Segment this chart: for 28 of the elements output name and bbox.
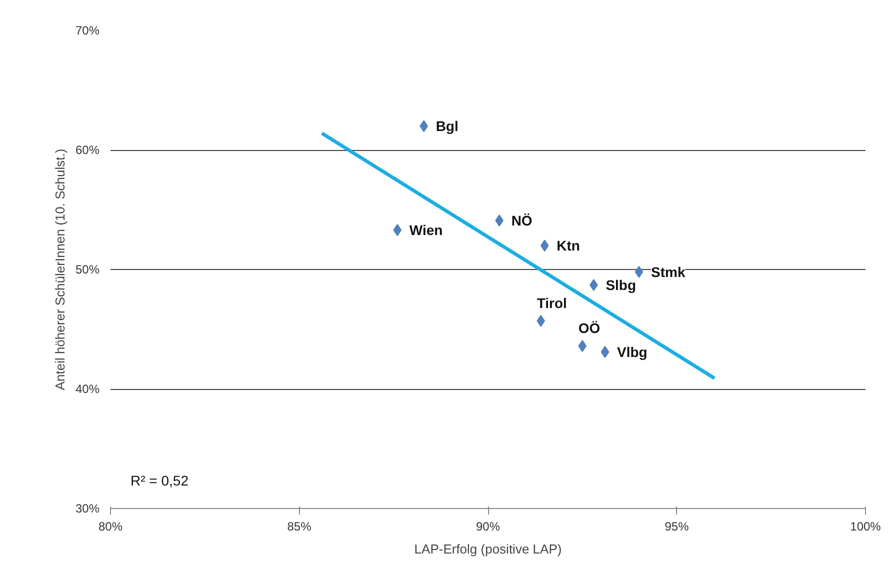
point xyxy=(578,340,587,352)
point xyxy=(600,346,610,358)
annotation: OÖ xyxy=(578,320,600,336)
point xyxy=(536,314,546,327)
annotation: Slbg xyxy=(606,277,636,294)
point xyxy=(634,266,644,278)
point xyxy=(393,224,402,236)
annotation: Stmk xyxy=(651,264,686,280)
annotation: Tirol xyxy=(536,294,567,311)
x-tick-label: 90% xyxy=(476,520,500,534)
annotation: R² = 0,52 xyxy=(130,472,189,488)
y-tick-label: 70% xyxy=(75,24,100,38)
point xyxy=(540,240,549,252)
y-tick-label: 40% xyxy=(75,382,100,396)
annotation: Bgl xyxy=(436,118,458,134)
annotation: NÖ xyxy=(511,212,532,229)
y-tick-label: 30% xyxy=(75,502,100,516)
x-tick-label: 100% xyxy=(850,520,882,534)
y-tick-label: 60% xyxy=(75,143,100,157)
annotation: Wien xyxy=(409,222,443,238)
y-axis-title: Anteil höherer SchülerInnen (10. Schulst.) xyxy=(52,148,68,390)
y-tick-label: 50% xyxy=(75,262,100,276)
x-tick-label: 85% xyxy=(287,520,312,534)
annotation: Ktn xyxy=(556,238,580,254)
x-tick-label: 95% xyxy=(664,520,690,534)
x-tick-label: 80% xyxy=(98,520,123,534)
annotation: Vlbg xyxy=(617,344,648,360)
x-axis-title: LAP-Erfolg (positive LAP) xyxy=(414,542,562,556)
